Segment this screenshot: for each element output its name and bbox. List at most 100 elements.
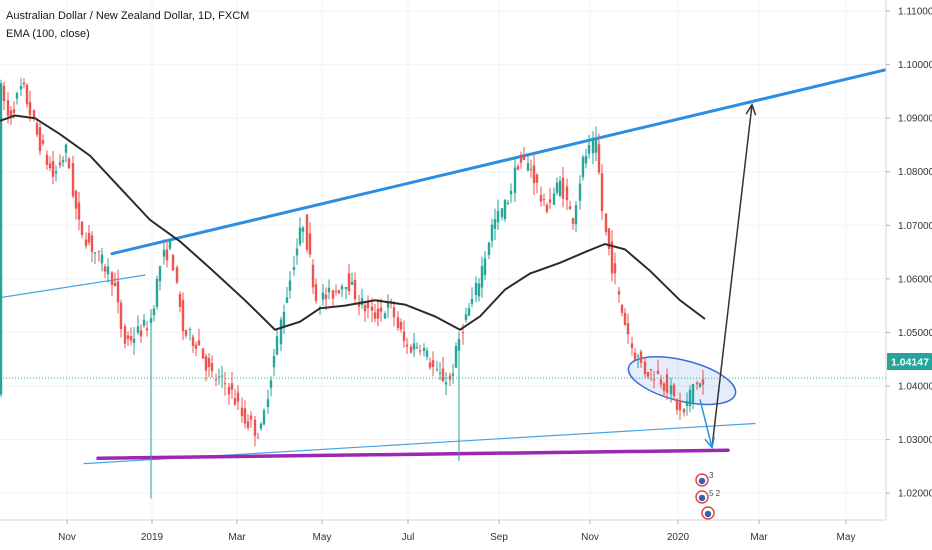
candle-body <box>54 171 58 174</box>
candlestick-series <box>0 78 705 499</box>
candle-body <box>0 83 3 395</box>
left-trendline[interactable] <box>0 274 146 299</box>
candle-body <box>581 156 585 178</box>
candle-body <box>9 110 13 117</box>
event-markers[interactable]: 3 5 2 <box>695 471 721 520</box>
candle-body <box>597 144 601 173</box>
candle-body <box>230 383 234 390</box>
candle-body <box>656 370 660 374</box>
candle-body <box>682 408 686 413</box>
candle-body <box>695 382 699 385</box>
candle-body <box>675 399 679 410</box>
candle-body <box>649 369 653 371</box>
candle-body <box>425 350 429 357</box>
candle-body <box>487 242 491 255</box>
candle-body <box>392 307 396 318</box>
indicator-legend[interactable]: EMA (100, close) <box>6 28 90 40</box>
candle-body <box>584 155 588 164</box>
time-tick-label: Jul <box>402 532 415 543</box>
candle-body <box>110 272 114 285</box>
candle-body <box>506 202 510 204</box>
candle-body <box>701 379 705 385</box>
event-flag-icon <box>698 477 706 485</box>
candle-body <box>441 368 445 382</box>
support-trendline-purple[interactable] <box>96 448 730 461</box>
candle-body <box>678 400 682 411</box>
candle-body <box>119 302 123 330</box>
candle-body <box>272 355 276 368</box>
candle-body <box>337 290 341 294</box>
candle-body <box>314 284 318 301</box>
event-count: 3 <box>709 471 714 480</box>
chart-title[interactable]: Australian Dollar / New Zealand Dollar, … <box>6 10 250 22</box>
candle-body <box>470 298 474 304</box>
candle-body <box>6 100 10 116</box>
candle-body <box>28 101 32 115</box>
candle-body <box>578 183 582 201</box>
candle-body <box>620 304 624 313</box>
last-price-label-bg <box>887 353 932 370</box>
candle-body <box>613 263 617 274</box>
candle-body <box>266 399 270 407</box>
candle-body <box>396 317 400 328</box>
time-tick-label: Nov <box>58 532 76 543</box>
target-arrow-up[interactable] <box>711 104 753 448</box>
candle-body <box>519 154 523 163</box>
candle-body <box>90 235 94 252</box>
candle-body <box>301 227 305 232</box>
candle-body <box>331 290 335 299</box>
candle-body <box>435 369 439 371</box>
target-arrow-down-head <box>704 436 715 450</box>
candle-body <box>236 392 240 402</box>
candle-body <box>19 86 23 90</box>
candle-body <box>344 286 348 290</box>
candle-body <box>136 326 140 333</box>
price-axis[interactable]: 1.02000 1.03000 1.04000 1.05000 1.06000 1.070… <box>885 0 932 520</box>
price-tick-label: 1.03000 <box>898 435 932 446</box>
candle-body <box>477 283 481 297</box>
candle-body <box>158 266 162 282</box>
candle-body <box>405 344 409 347</box>
candle-body <box>513 167 517 193</box>
candle-body <box>171 254 175 271</box>
target-arrow-down[interactable] <box>699 399 713 448</box>
candle-body <box>448 375 452 380</box>
candle-body <box>493 219 497 229</box>
candle-body <box>324 294 328 299</box>
candle-body <box>626 323 630 335</box>
candle-body <box>617 291 621 295</box>
annotation-drawings[interactable] <box>699 103 757 450</box>
candle-body <box>61 159 65 163</box>
candle-body <box>457 338 461 351</box>
candle-body <box>233 398 237 405</box>
candle-body <box>97 250 101 252</box>
candle-body <box>155 278 159 307</box>
candle-body <box>665 374 669 393</box>
time-axis[interactable]: Nov 2019 Mar May Jul Sep Nov 2020 Mar May <box>0 519 886 543</box>
candle-body <box>217 376 221 378</box>
target-arrow-up-head <box>745 103 757 116</box>
candle-body <box>214 379 218 381</box>
candle-body <box>2 85 6 102</box>
candle-body <box>526 163 530 171</box>
time-tick-label: 2019 <box>141 532 164 543</box>
candle-body <box>373 312 377 319</box>
candle-body <box>659 379 663 385</box>
candle-body <box>165 249 169 261</box>
candle-body <box>207 358 211 367</box>
candle-body <box>529 168 533 170</box>
candle-body <box>610 241 614 274</box>
candle-body <box>253 419 257 436</box>
upper-trendline[interactable] <box>110 68 887 256</box>
candle-body <box>672 384 676 397</box>
candle-body <box>38 127 42 152</box>
candle-body <box>77 202 81 220</box>
candle-body <box>496 211 500 223</box>
trend-drawings[interactable] <box>0 68 887 465</box>
candle-body <box>67 158 71 169</box>
price-tick-label: 1.10000 <box>898 60 932 71</box>
candle-body <box>357 303 361 307</box>
candle-body <box>308 233 312 255</box>
